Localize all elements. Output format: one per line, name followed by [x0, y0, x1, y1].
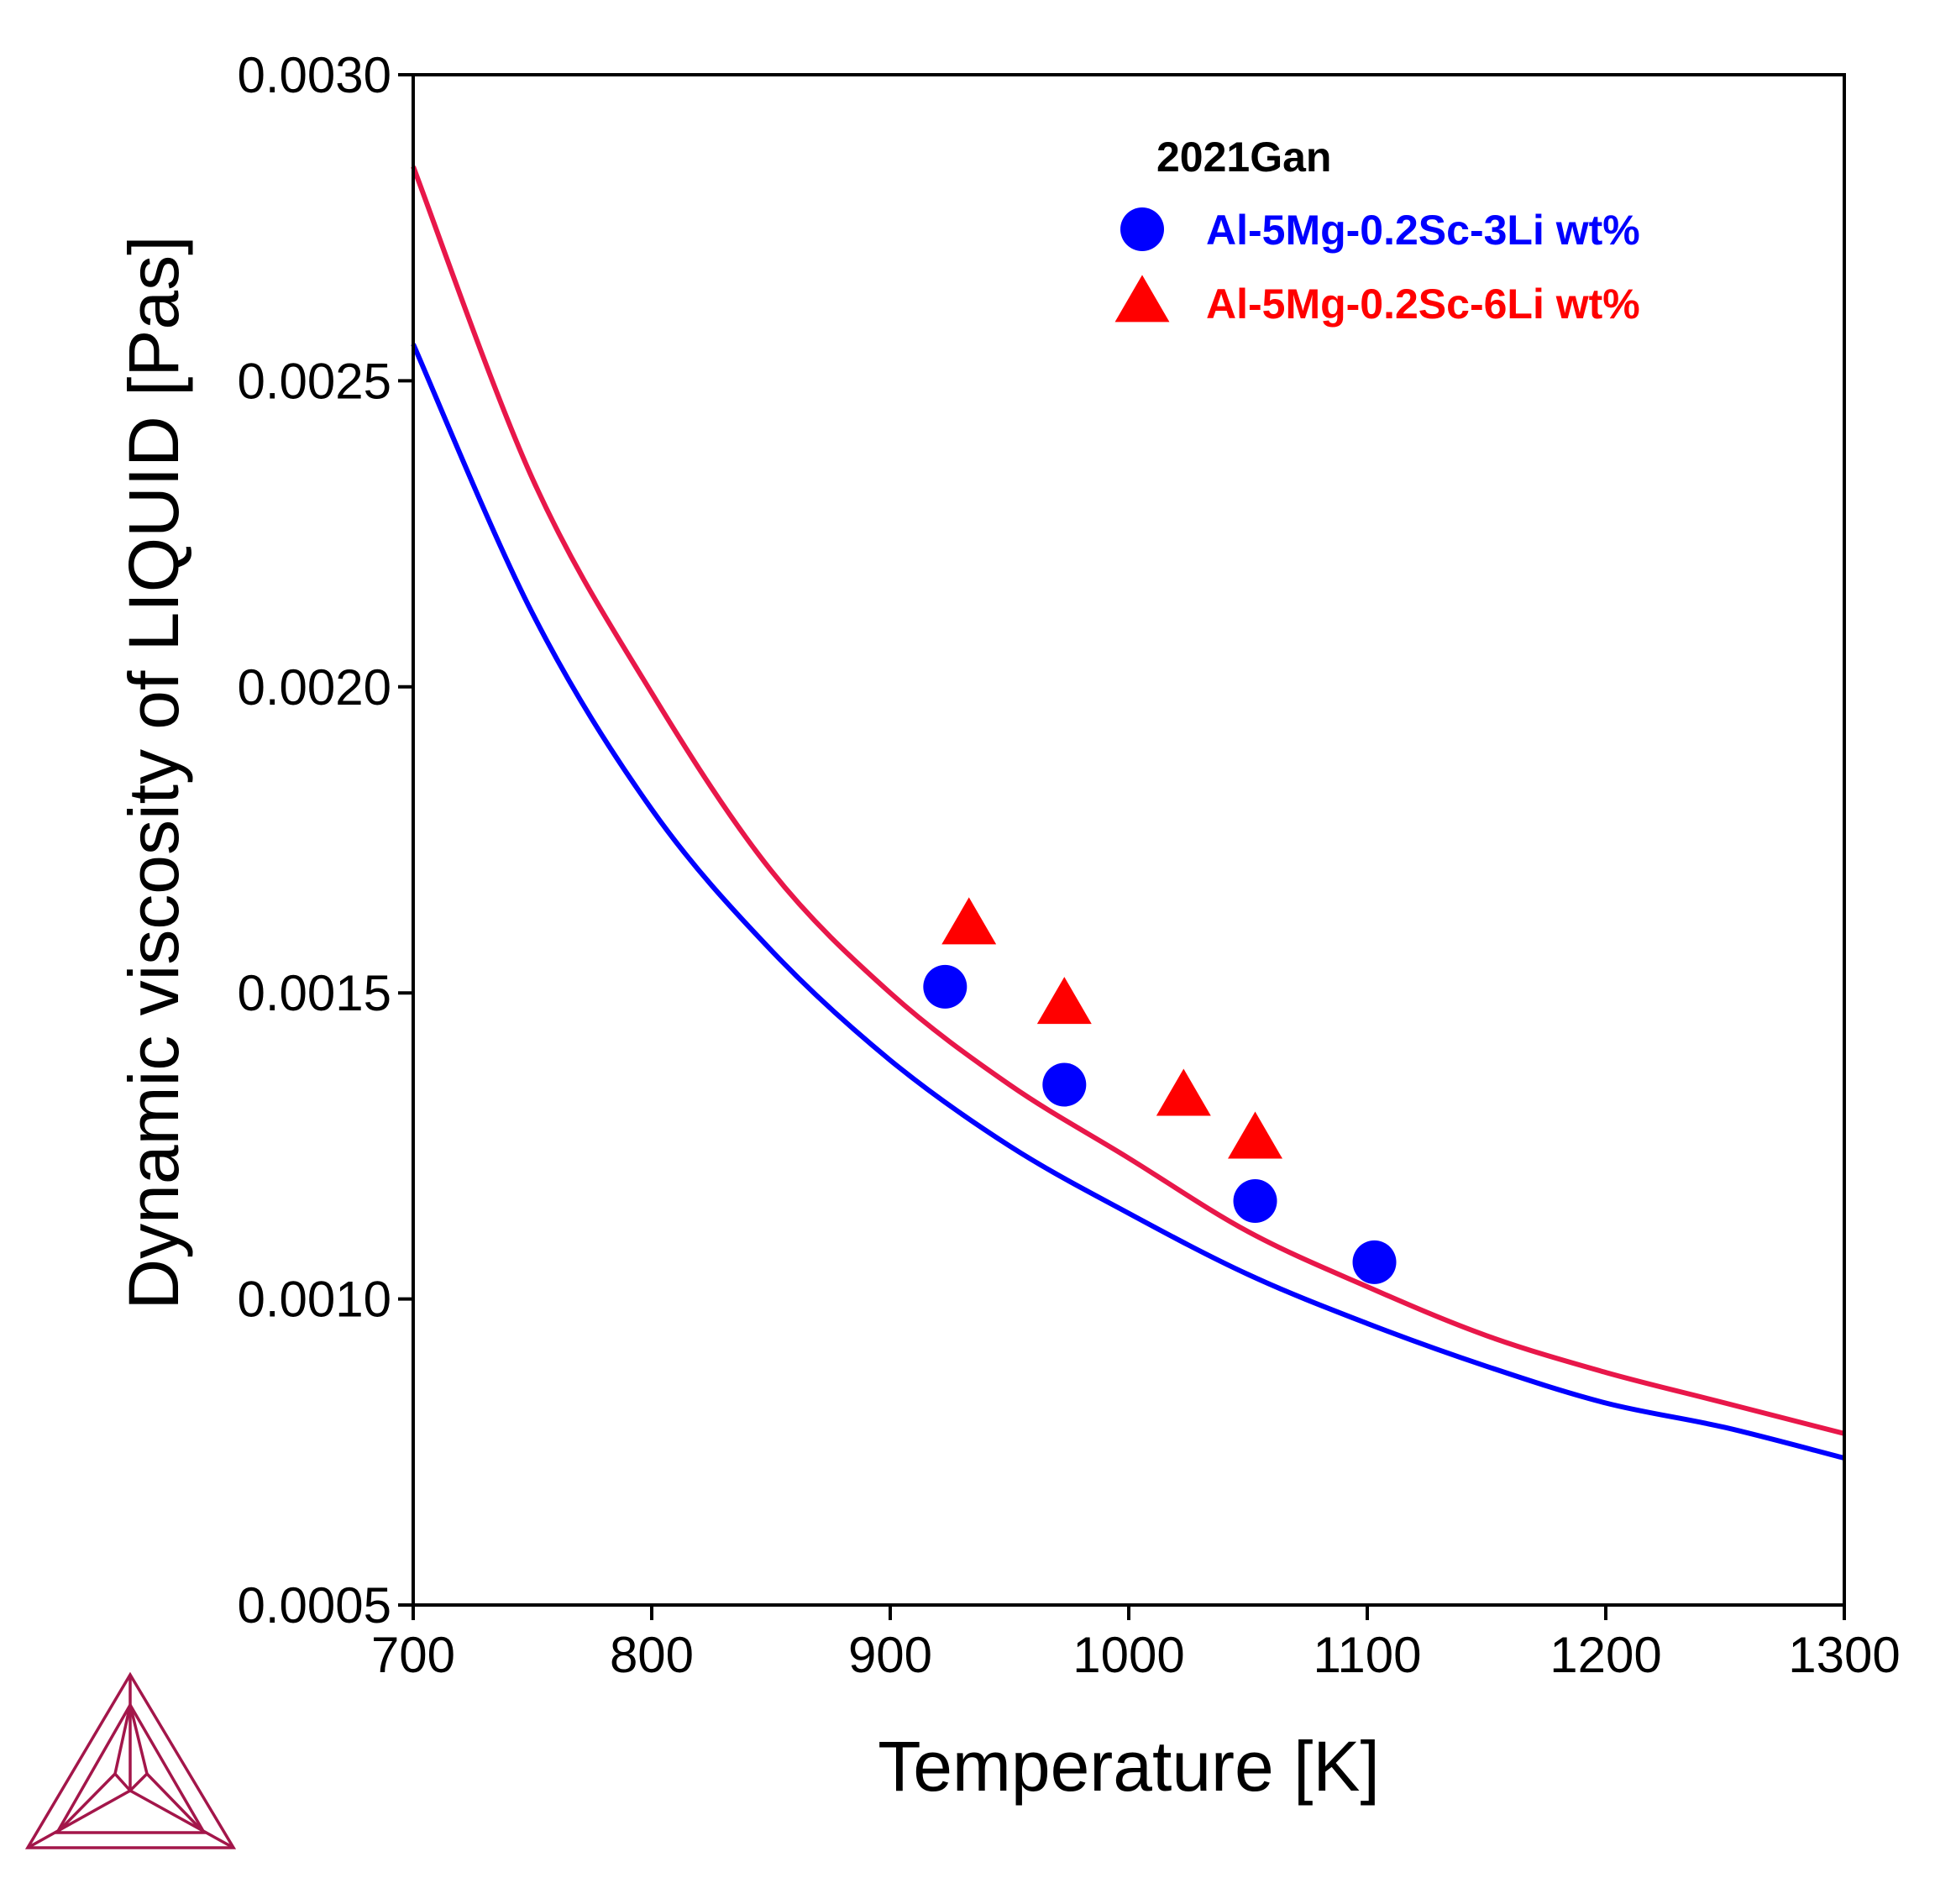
x-tick-label: 1100: [1313, 1627, 1421, 1683]
y-tick-label: 0.0005: [237, 1577, 391, 1634]
y-tick-label: 0.0030: [237, 47, 391, 103]
x-tick-label: 700: [371, 1627, 455, 1683]
x-tick-label: 1300: [1788, 1627, 1900, 1683]
data-point-triangle: [941, 897, 997, 945]
legend-label: Al-5Mg-0.2Sc-6Li wt%: [1206, 281, 1640, 328]
x-tick-label: 900: [848, 1627, 932, 1683]
x-tick-label: 1200: [1550, 1627, 1661, 1683]
y-tick-label: 0.0025: [237, 353, 391, 409]
legend-title: 2021Gan: [1156, 134, 1331, 181]
data-point-triangle: [1036, 977, 1092, 1025]
y-tick-label: 0.0015: [237, 965, 391, 1021]
data-point-circle: [1233, 1178, 1277, 1223]
y-tick-label: 0.0020: [237, 659, 391, 716]
data-point-circle: [1352, 1240, 1397, 1284]
x-axis-title: Temperature [K]: [878, 1727, 1380, 1806]
legend-marker-circle: [1120, 207, 1164, 251]
x-tick-label: 1000: [1072, 1627, 1184, 1683]
series-line-1: [411, 165, 1845, 1436]
legend-marker-triangle: [1114, 275, 1170, 323]
data-point-circle: [923, 964, 968, 1009]
x-tick-label: 800: [610, 1627, 694, 1683]
legend-label: Al-5Mg-0.2Sc-3Li wt%: [1206, 207, 1640, 254]
data-point-triangle: [1156, 1068, 1211, 1116]
data-point-triangle: [1228, 1111, 1282, 1159]
triangle-logo-icon: [24, 1671, 237, 1849]
series-line-0: [411, 343, 1845, 1461]
y-axis-title: Dynamic viscosity of LIQUID [Pas]: [114, 236, 193, 1310]
data-point-circle: [1042, 1062, 1087, 1107]
y-tick-label: 0.0010: [237, 1272, 391, 1328]
